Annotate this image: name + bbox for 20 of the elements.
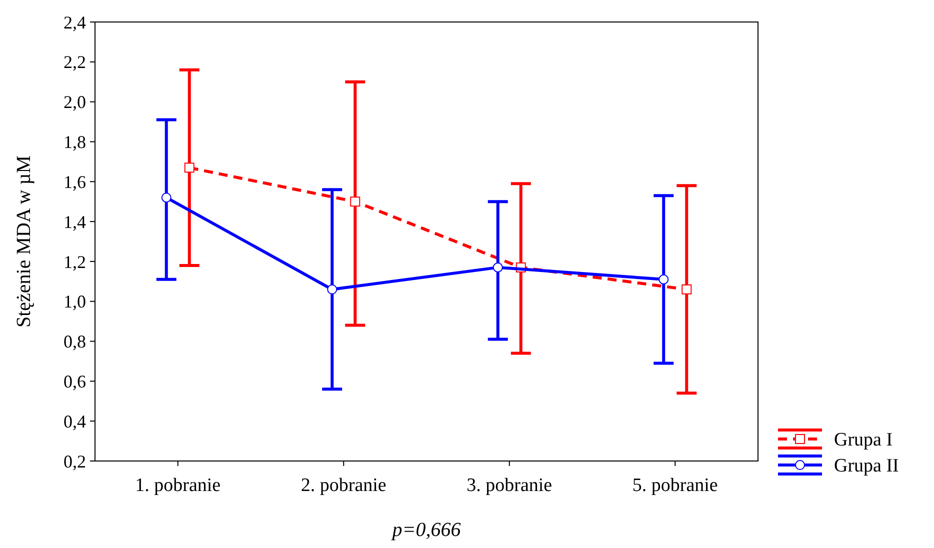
y-tick-label: 2,2 (64, 52, 86, 72)
y-tick-label: 0,4 (64, 411, 86, 432)
y-axis-title: Stężenie MDA w µM (13, 155, 35, 328)
x-tick-label: 1. pobranie (135, 475, 221, 496)
legend-label: Grupa I (834, 430, 893, 451)
y-tick-label: 1,4 (64, 212, 86, 232)
y-tick-label: 1,0 (64, 292, 86, 312)
y-tick-label: 0,2 (64, 451, 86, 472)
y-tick-label: 0,6 (64, 371, 86, 392)
x-tick-label: 3. pobranie (466, 475, 552, 496)
y-tick-label: 2,0 (64, 92, 86, 112)
text: p=0,666 (390, 519, 461, 541)
y-tick-label: 0,8 (64, 332, 86, 352)
x-tick-label: 5. pobranie (632, 475, 718, 496)
y-tick-label: 1,6 (64, 172, 86, 192)
y-tick-label: 2,4 (64, 12, 86, 32)
y-tick-label: 1,2 (64, 252, 86, 272)
x-tick-label: 2. pobranie (300, 475, 386, 496)
legend-label: Grupa II (834, 456, 899, 477)
y-tick-label: 1,8 (64, 132, 86, 152)
